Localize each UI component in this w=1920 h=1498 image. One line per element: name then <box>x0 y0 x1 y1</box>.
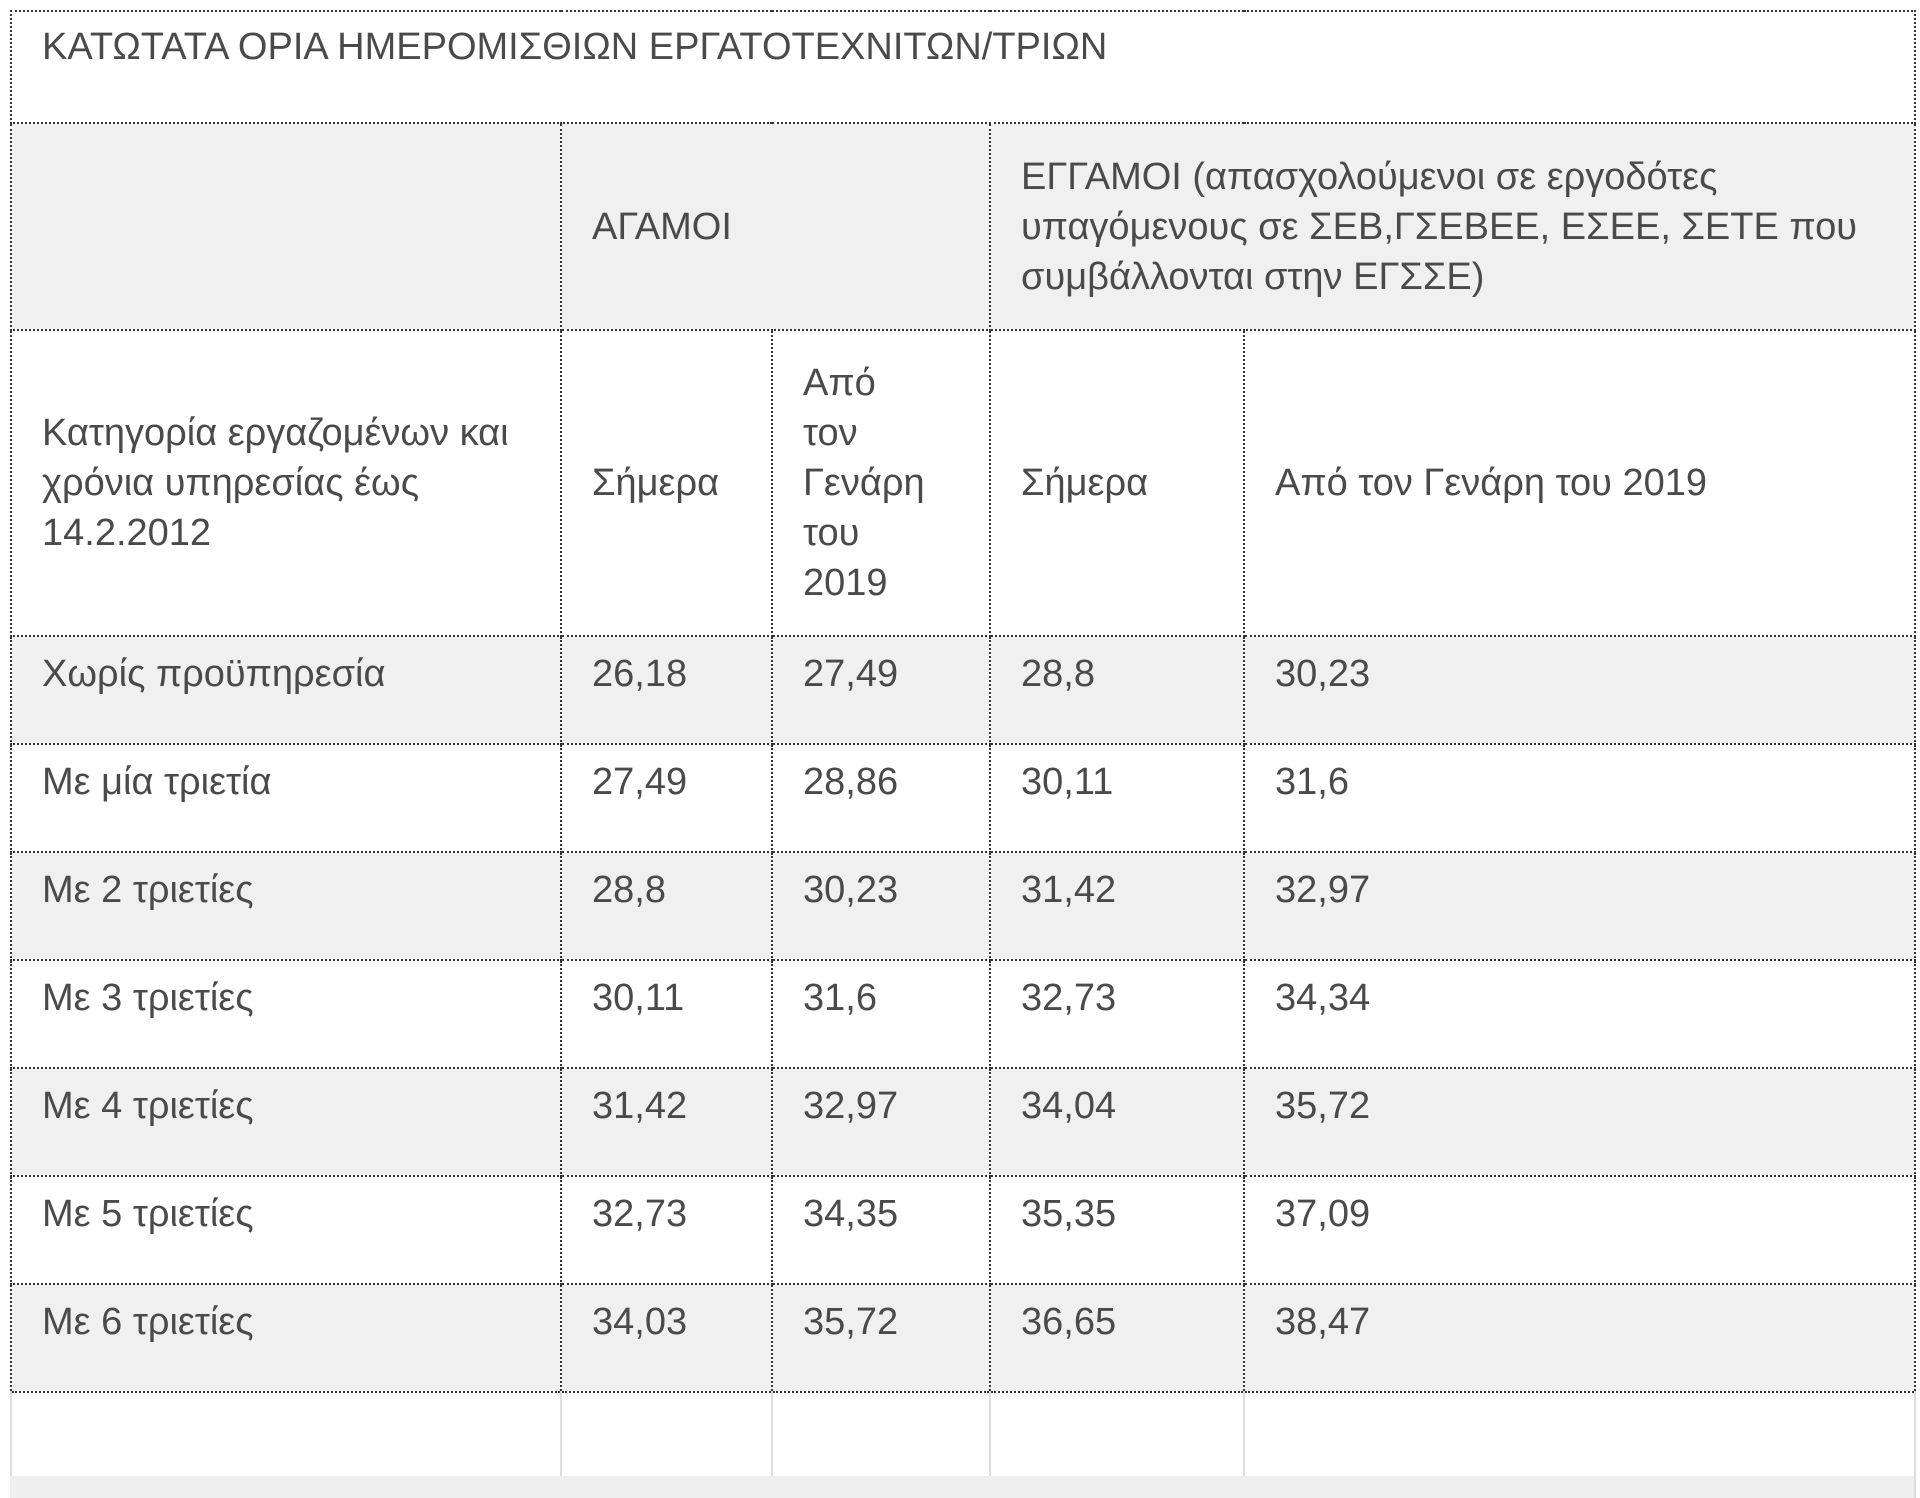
row-label: Με 6 τριετίες <box>10 1283 562 1393</box>
data-row: Με μία τριετία 27,49 28,86 30,11 31,6 <box>10 743 1917 853</box>
value-cell: 31,6 <box>1242 743 1917 853</box>
value-cell: 30,11 <box>989 743 1245 853</box>
header-row: Κατηγορία εργαζομένων και χρόνια υπηρεσί… <box>10 329 1917 637</box>
wage-table: ΚΑΤΩΤΑΤΑ ΟΡΙΑ ΗΜΕΡΟΜΙΣΘΙΩΝ ΕΡΓΑΤΟΤΕΧΝΙΤΩ… <box>9 10 1917 1498</box>
value-cell: 32,97 <box>1242 851 1917 961</box>
row-label: Με 5 τριετίες <box>10 1175 562 1285</box>
footer-band <box>10 1476 1914 1498</box>
value-cell: 32,97 <box>771 1067 991 1177</box>
value-cell: 37,09 <box>1242 1175 1917 1285</box>
column-header: Σήμερα <box>560 329 773 637</box>
value-cell: 30,23 <box>1242 635 1917 745</box>
title-row: ΚΑΤΩΤΑΤΑ ΟΡΙΑ ΗΜΕΡΟΜΙΣΘΙΩΝ ΕΡΓΑΤΟΤΕΧΝΙΤΩ… <box>9 10 1917 124</box>
value-cell: 35,72 <box>771 1283 991 1393</box>
value-cell: 34,04 <box>989 1067 1245 1177</box>
value-cell: 32,73 <box>560 1175 773 1285</box>
column-header: Κατηγορία εργαζομένων και χρόνια υπηρεσί… <box>10 329 562 637</box>
data-row: Με 6 τριετίες 34,03 35,72 36,65 38,47 <box>10 1283 1917 1393</box>
value-cell: 28,8 <box>989 635 1245 745</box>
value-cell: 28,86 <box>771 743 991 853</box>
value-cell: 36,65 <box>989 1283 1245 1393</box>
value-cell: 27,49 <box>771 635 991 745</box>
value-cell: 34,03 <box>560 1283 773 1393</box>
row-label: Με 2 τριετίες <box>10 851 562 961</box>
group-header: ΕΓΓΑΜΟΙ (απασχολούμενοι σε εργοδότες υπα… <box>988 122 1917 331</box>
value-cell: 35,72 <box>1242 1067 1917 1177</box>
value-cell: 28,8 <box>560 851 773 961</box>
column-header: Σήμερα <box>989 329 1245 637</box>
value-cell: 31,42 <box>989 851 1245 961</box>
data-row: Με 3 τριετίες 30,11 31,6 32,73 34,34 <box>10 959 1917 1069</box>
data-row: Με 4 τριετίες 31,42 32,97 34,04 35,72 <box>10 1067 1917 1177</box>
data-row: Χωρίς προϋπηρεσία 26,18 27,49 28,8 30,23 <box>10 635 1917 745</box>
value-cell: 35,35 <box>989 1175 1245 1285</box>
data-row: Με 5 τριετίες 32,73 34,35 35,35 37,09 <box>10 1175 1917 1285</box>
row-label: Με 3 τριετίες <box>10 959 562 1069</box>
value-cell: 38,47 <box>1242 1283 1917 1393</box>
column-header: Από τον Γενάρη του 2019 <box>1242 329 1917 637</box>
value-cell: 32,73 <box>989 959 1245 1069</box>
column-header-text: Από τον Γενάρη του 2019 <box>803 362 925 604</box>
data-row: Με 2 τριετίες 28,8 30,23 31,42 32,97 <box>10 851 1917 961</box>
value-cell: 30,11 <box>560 959 773 1069</box>
empty-cell <box>10 122 562 331</box>
group-header: ΑΓΑΜΟΙ <box>560 122 991 331</box>
value-cell: 31,6 <box>771 959 991 1069</box>
row-label: Με μία τριετία <box>10 743 562 853</box>
value-cell: 34,34 <box>1242 959 1917 1069</box>
table-container: ΚΑΤΩΤΑΤΑ ΟΡΙΑ ΗΜΕΡΟΜΙΣΘΙΩΝ ΕΡΓΑΤΟΤΕΧΝΙΤΩ… <box>9 10 1917 1498</box>
value-cell: 26,18 <box>560 635 773 745</box>
value-cell: 30,23 <box>771 851 991 961</box>
group-row: ΑΓΑΜΟΙ ΕΓΓΑΜΟΙ (απασχολούμενοι σε εργοδό… <box>10 122 1917 331</box>
value-cell: 27,49 <box>560 743 773 853</box>
row-label: Με 4 τριετίες <box>10 1067 562 1177</box>
value-cell: 31,42 <box>560 1067 773 1177</box>
row-label: Χωρίς προϋπηρεσία <box>10 635 562 745</box>
column-header: Από τον Γενάρη του 2019 <box>771 329 991 637</box>
value-cell: 34,35 <box>771 1175 991 1285</box>
table-title: ΚΑΤΩΤΑΤΑ ΟΡΙΑ ΗΜΕΡΟΜΙΣΘΙΩΝ ΕΡΓΑΤΟΤΕΧΝΙΤΩ… <box>9 10 1917 124</box>
